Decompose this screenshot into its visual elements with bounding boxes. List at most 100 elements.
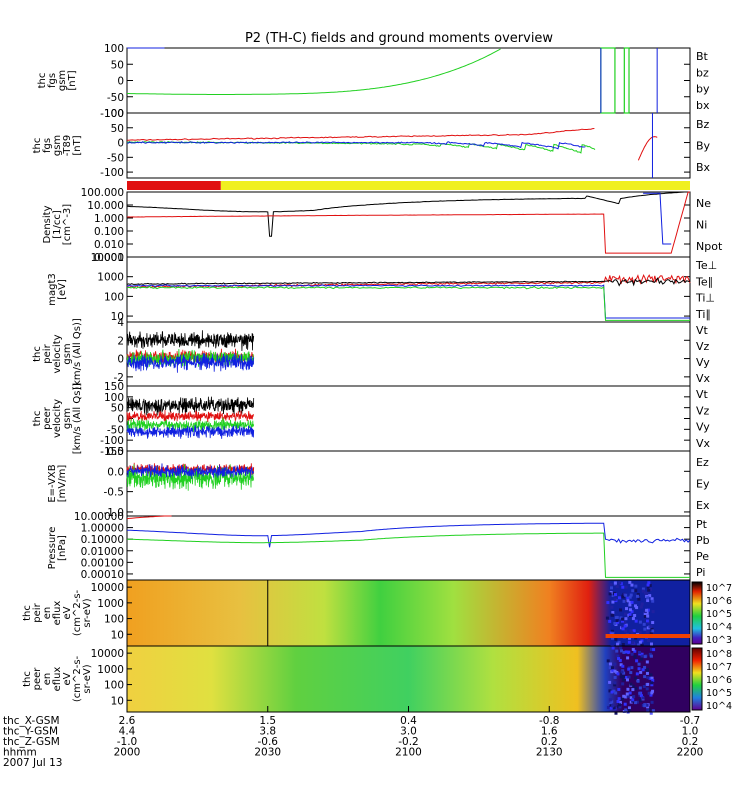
legend-temp-Te∥: Te∥ [695,275,713,288]
y-tick-label-pressure: 10.00000 [74,511,124,523]
status-bar-yellow [220,181,691,190]
spectrogram-noise-peirspec [643,591,647,595]
legend-pressure-Pt: Pt [696,518,708,531]
y-tick-label-efield: -1.0 [104,507,125,519]
y-axis-label-peirspec: eV [62,606,73,619]
x-tick-label: 3.8 [259,726,276,738]
spectrogram-noise-peerspec [650,700,654,704]
spectrogram-noise-peirspec [630,610,634,614]
colorbar-label-peirspec: 10^6 [706,596,732,607]
y-tick-label-pressure: 0.01000 [81,546,124,558]
spectrogram-noise-peirspec [650,627,654,631]
y-tick-label-temp: 100 [104,291,124,303]
x-axis: thc_X-GSM 2.6 1.5 0.4 -0.8 -0.7 thc_Y-GSM 4.4 3.… [3,706,703,769]
x-row-label: hhmm [3,747,37,759]
spectrogram-noise-peirspec [632,629,636,633]
spectrogram-noise-peerspec [635,672,639,676]
spectrogram-noise-peirspec [621,617,625,621]
x-tick-label: 1.0 [682,726,699,738]
y-axis-label-peirspec: eflux [52,601,63,626]
y-tick-label-density: 100.000 [81,187,124,199]
spectrogram-noise-peerspec [626,687,630,691]
spectrogram-noise-peerspec [651,709,655,713]
spectrogram-noise-peerspec [643,704,647,708]
spectrogram-noise-peirspec [651,621,655,625]
spectrogram-noise-peirspec [631,589,635,593]
colorbar-peirspec [691,581,703,645]
y-axis-label-density: [cm^-3] [62,204,73,245]
series-temp-teperp [126,273,691,290]
y-tick-label-fgsfit: 100 [104,108,124,120]
y-axis-label-peirspec: thc [22,605,33,621]
spectrogram-noise-peerspec [624,695,628,699]
legend-peer-Vy: Vy [696,421,710,434]
legend-density-Npot: Npot [696,240,723,253]
x-tick-label: -0.7 [680,715,701,727]
series-pressure-pb [126,515,172,520]
spectrogram-noise-peirspec [626,599,630,603]
spectrogram-noise-peerspec [621,682,625,686]
legend-temp-Ti∥: Ti∥ [695,308,711,321]
spectrogram-noise-peerspec [625,678,629,682]
colorbar-label-peerspec: 10^5 [706,688,732,699]
y-axis-label-density: [1/cc] [52,210,63,239]
spectrogram-noise-peirspec [634,636,638,640]
spectrogram-noise-peerspec [651,646,655,650]
x-tick-label: 2030 [254,747,281,759]
y-axis-label-peerspec: peer [32,667,43,691]
y-tick-label-density: 1.000 [94,213,124,225]
y-axis-label-efield: E=-VXB [47,464,58,502]
spectrogram-noise-peerspec [618,658,622,662]
legend-efield-Ey: Ey [696,478,710,491]
spectrogram-noise-peirspec [647,588,651,592]
spectrogram-noise-peirspec [633,604,637,608]
series-fgs-by-group [127,48,501,95]
y-tick-label-peerspec: 100 [104,680,124,692]
spectrogram-noise-peirspec [615,618,619,622]
spectrogram-noise-peirspec [646,614,650,618]
spectrogram-noise-peerspec [645,660,649,664]
spectrogram-noise-peerspec [626,694,630,698]
spectrogram-noise-peirspec [649,587,653,591]
series-pressure-pb-group [126,515,172,520]
spectrogram-noise-peirspec [643,627,647,631]
spectrogram-fill-peirspec [127,580,690,646]
y-tick-label-peir: 4 [117,317,124,329]
spectrogram-noise-peirspec [628,603,632,607]
series-pressure-pe [127,532,690,578]
spectrogram-noise-peerspec [614,711,618,715]
legend-peir-Vx: Vx [696,372,711,385]
spectrogram-noise-peerspec [645,687,649,691]
spectrogram-noise-peerspec [625,692,629,696]
series-temp-tiperp-group [126,284,690,319]
series-peer-vt [126,396,255,416]
y-tick-label-peer: -50 [107,424,124,436]
y-tick-label-density: 0.100 [94,226,124,238]
spectrogram-noise-peirspec [616,620,620,624]
spectrogram-noise-peerspec [629,671,633,675]
spectrogram-noise-peirspec [624,585,628,589]
y-tick-label-fgs: 50 [111,59,124,71]
spectrogram-noise-peerspec [649,693,653,697]
spectrogram-noise-peirspec [606,601,610,605]
series-density-ni-group [126,191,690,237]
series-fgsfit-bz-late-group [637,136,658,161]
spectrogram-noise-peerspec [627,667,631,671]
spectrogram-noise-peirspec [646,638,650,642]
spectrogram-noise-peerspec [642,685,646,689]
spectrogram-noise-peerspec [635,700,639,704]
series-peir-vx-group [126,352,255,373]
spectrogram-peirspec: 10000 1000 100 10 10^7 10^6 10^5 10^4 10^3 [91,579,732,649]
spectrogram-noise-peirspec [622,599,626,603]
spectrogram-noise-peirspec [630,583,634,587]
spectrogram-noise-peerspec [608,666,612,670]
spectrogram-noise-peirspec [634,584,638,588]
spectrogram-noise-peerspec [632,695,636,699]
spectrogram-noise-peerspec [631,688,635,692]
series-pressure-pi-group [127,522,691,548]
y-axis-label-peerspec: eflux [52,667,63,692]
spectrogram-noise-peirspec [650,597,654,601]
spectrogram-noise-peerspec [622,650,626,654]
spectrogram-noise-peirspec [645,608,649,612]
